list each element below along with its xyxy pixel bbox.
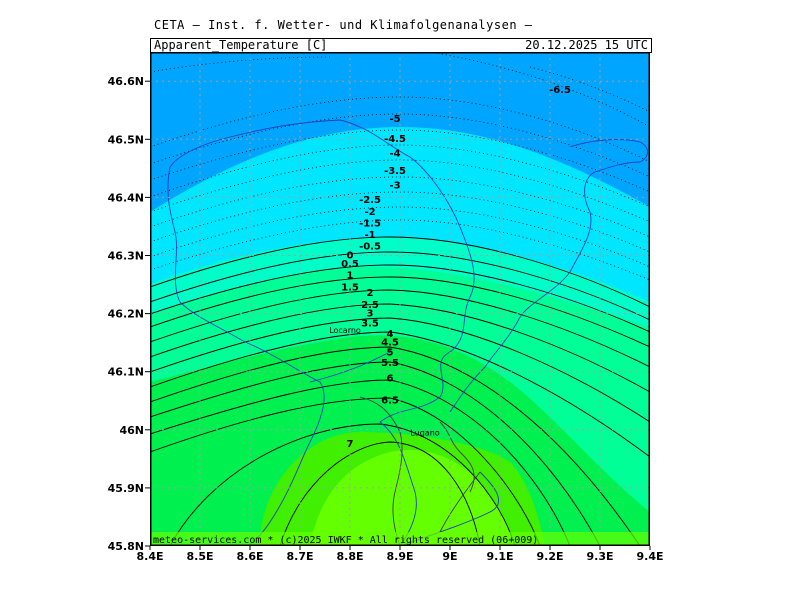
- contour-label: 3.5: [361, 318, 379, 329]
- contour-label: 0.5: [341, 259, 359, 270]
- contour-label: 7: [347, 439, 354, 450]
- lon-tick-label: 8.5E: [186, 550, 213, 563]
- lat-tick-label: 46N: [119, 424, 144, 437]
- institution-header: CETA — Inst. f. Wetter- und Klimafolgena…: [154, 18, 533, 32]
- contour-label: 0: [347, 250, 354, 261]
- contour-label: -5: [389, 114, 400, 125]
- lon-tick-label: 9.4E: [636, 550, 663, 563]
- lon-tick-label: 8.4E: [136, 550, 163, 563]
- contour-label: 2: [367, 288, 374, 299]
- copyright-strip: [150, 532, 650, 546]
- contour-label: -1: [364, 230, 375, 241]
- temperature-map[interactable]: -6.5 -5 -4.5 -4 -3.5 -3 -2.5-2-1.5-1-0.5 00.511…: [150, 52, 650, 546]
- country-borders: [167, 119, 648, 546]
- lon-tick-label: 9E: [442, 550, 457, 563]
- lon-tick-label: 9.1E: [486, 550, 513, 563]
- lat-tick-label: 46.4N: [108, 191, 144, 204]
- product-title: Apparent_Temperature [C]: [154, 38, 328, 52]
- map-frame: [150, 52, 650, 546]
- lon-tick-label: 8.6E: [236, 550, 263, 563]
- city-label: Lugano: [410, 429, 439, 438]
- contour-label: -1.5: [359, 218, 381, 229]
- lat-tick-label: 46.1N: [108, 366, 144, 379]
- contour-label: 4: [387, 329, 394, 340]
- contour-label: -6.5: [549, 85, 571, 96]
- contour-label: 6.5: [381, 396, 399, 407]
- lat-tick-label: 46.6N: [108, 75, 144, 88]
- copyright-text: meteo-services.com * (c)2025 IWKF * All …: [153, 535, 538, 546]
- contour-labels: -6.5 -5 -4.5 -4 -3.5 -3 -2.5-2-1.5-1-0.5 00.511…: [341, 85, 571, 450]
- valid-datetime: 20.12.2025 15 UTC: [525, 38, 648, 52]
- lake-outlines: [359, 396, 481, 546]
- contour-label: -2.5: [359, 195, 381, 206]
- city-label: Locarno: [329, 326, 361, 335]
- lon-tick-label: 9.2E: [536, 550, 563, 563]
- contour-label: -0.5: [359, 242, 381, 253]
- lat-tick-label: 46.5N: [108, 133, 144, 146]
- contour-label: 3: [367, 309, 374, 320]
- contour-label: -4: [389, 149, 400, 160]
- contour-label: 5.5: [381, 358, 399, 369]
- city-labels: Locarno Lugano: [329, 326, 440, 438]
- lon-tick-label: 8.9E: [386, 550, 413, 563]
- contour-label: 1.5: [341, 282, 359, 293]
- band-above-7: [310, 450, 515, 546]
- contour-label: 6: [387, 374, 394, 385]
- contour-label: -2: [364, 207, 375, 218]
- contour-label: 1: [347, 271, 354, 282]
- contour-label: 4.5: [381, 338, 399, 349]
- lon-tick-label: 9.3E: [586, 550, 613, 563]
- map-panel[interactable]: -6.5 -5 -4.5 -4 -3.5 -3 -2.5 -2 -1.5 -1 -0.5 0 0.5 1 1…: [150, 52, 650, 546]
- positive-contours: [150, 236, 650, 546]
- contour-label: 5: [387, 347, 394, 358]
- contour-label: -3: [389, 181, 400, 192]
- lat-tick-label: 45.9N: [108, 482, 144, 495]
- lat-tick-label: 45.8N: [108, 540, 144, 553]
- contour-label: -3.5: [384, 166, 406, 177]
- lon-tick-label: 8.8E: [336, 550, 363, 563]
- lon-tick-label: 8.7E: [286, 550, 313, 563]
- contour-label: -4.5: [384, 134, 406, 145]
- lat-tick-label: 46.3N: [108, 250, 144, 263]
- lat-tick-label: 46.2N: [108, 308, 144, 321]
- contour-label: 2.5: [361, 300, 379, 311]
- graticule: [150, 52, 650, 546]
